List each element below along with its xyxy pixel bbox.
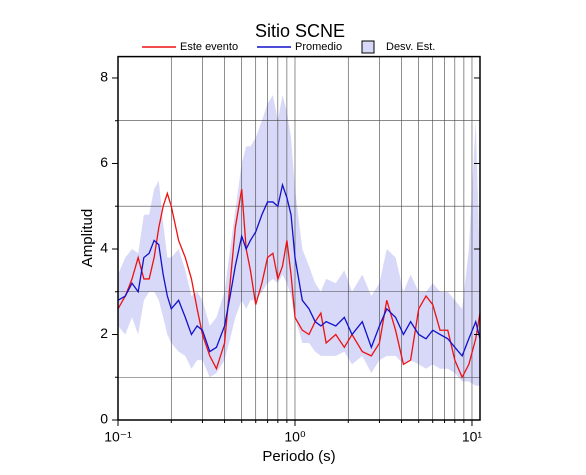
legend-label: Este evento xyxy=(180,41,238,53)
y-tick-label: 8 xyxy=(100,69,108,85)
y-axis-label: Amplitud xyxy=(79,209,96,267)
legend-label: Desv. Est. xyxy=(386,41,435,53)
series-line xyxy=(117,182,481,358)
chart-title: Sitio SCNE xyxy=(255,21,345,41)
x-tick-label: 10⁰ xyxy=(284,429,306,445)
y-tick-label: 4 xyxy=(100,240,108,256)
std-band xyxy=(118,95,480,386)
plot-frame xyxy=(117,55,481,421)
y-tick-label: 6 xyxy=(100,154,108,170)
legend-label: Promedio xyxy=(295,41,342,53)
y-tick-label: 0 xyxy=(100,411,108,427)
x-tick-label: 10⁻¹ xyxy=(104,429,132,445)
legend-swatch xyxy=(361,40,375,54)
x-tick-label: 10¹ xyxy=(462,429,483,445)
series-line xyxy=(117,189,481,379)
x-axis-label: Periodo (s) xyxy=(262,448,335,465)
y-tick-label: 2 xyxy=(100,325,108,341)
